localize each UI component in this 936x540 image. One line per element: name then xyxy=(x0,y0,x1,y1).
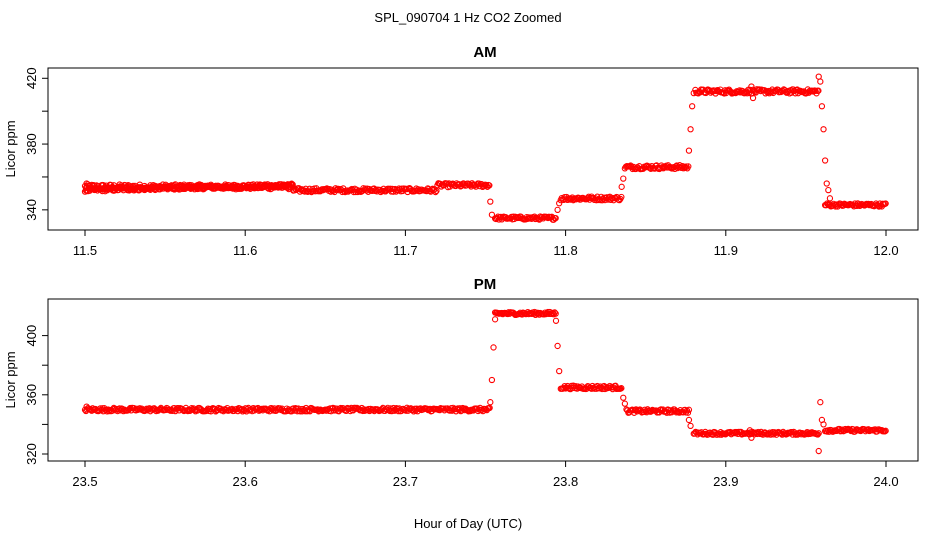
pm-data-point xyxy=(460,405,467,412)
am-panel-title: AM xyxy=(473,44,496,61)
figure-x-label: Hour of Day (UTC) xyxy=(414,516,522,531)
am-axis-ticks: 11.5 11.6 11.7 11.8 11.9 12.0 340 380 420 xyxy=(24,67,899,258)
pm-y-tick-label: 320 xyxy=(24,443,39,465)
pm-data-point xyxy=(817,399,824,406)
am-x-tick-label: 12.0 xyxy=(873,243,898,258)
pm-data-point xyxy=(684,409,692,416)
am-data-points xyxy=(81,73,889,223)
pm-data-point xyxy=(882,427,889,434)
pm-x-tick-label: 23.7 xyxy=(393,474,418,489)
am-data-point xyxy=(616,196,623,204)
am-data-point xyxy=(826,195,834,202)
pm-data-point xyxy=(488,376,496,384)
pm-data-point xyxy=(551,309,558,316)
am-x-tick-label: 11.9 xyxy=(714,243,738,258)
am-data-point xyxy=(433,187,440,195)
pm-data-point xyxy=(687,422,694,430)
pm-data-point xyxy=(618,385,625,392)
am-data-point xyxy=(748,83,755,90)
pm-x-tick-label: 23.6 xyxy=(233,474,258,489)
am-data-point xyxy=(820,126,827,133)
pm-data-point xyxy=(685,406,693,413)
pm-data-point xyxy=(491,316,499,323)
am-x-tick-label: 11.6 xyxy=(233,243,257,258)
pm-data-point xyxy=(820,421,827,428)
pm-panel-title: PM xyxy=(474,276,497,293)
pm-x-tick-label: 23.9 xyxy=(713,474,738,489)
pm-data-point xyxy=(685,416,693,424)
am-data-point xyxy=(815,87,822,94)
am-data-point xyxy=(618,193,625,201)
pm-y-axis-label: Licor ppm xyxy=(3,351,18,408)
am-y-tick-label: 380 xyxy=(24,133,39,155)
am-data-point xyxy=(432,188,439,196)
pm-panel: PM Licor ppm 23.5 23.6 23.7 23.8 23.9 24.0 320… xyxy=(3,276,919,489)
figure-title: SPL_090704 1 Hz CO2 Zoomed xyxy=(374,10,561,25)
am-x-tick-label: 11.5 xyxy=(73,243,97,258)
am-data-point xyxy=(818,103,826,110)
am-data-point xyxy=(488,211,496,218)
am-data-point xyxy=(552,214,559,222)
pm-data-point xyxy=(621,400,629,407)
am-data-point xyxy=(882,200,889,207)
am-y-tick-label: 420 xyxy=(24,67,39,89)
am-data-point xyxy=(687,126,694,133)
pm-data-point xyxy=(390,404,397,412)
pm-data-point xyxy=(746,427,753,434)
am-panel: AM Licor ppm 11.5 11.6 11.7 11.8 11.9 12.0 340… xyxy=(3,44,919,258)
pm-y-tick-label: 360 xyxy=(24,384,39,406)
am-data-point xyxy=(821,157,829,164)
am-data-point xyxy=(685,147,693,154)
am-data-point xyxy=(620,175,627,182)
am-x-tick-label: 11.8 xyxy=(553,243,577,258)
pm-data-point xyxy=(552,310,559,317)
am-plot-frame xyxy=(47,67,919,231)
am-x-tick-label: 11.7 xyxy=(393,243,417,258)
am-y-tick-label: 340 xyxy=(24,199,39,221)
am-data-point xyxy=(83,180,90,187)
am-data-point xyxy=(486,182,493,189)
pm-data-point xyxy=(83,403,90,410)
am-data-point xyxy=(286,182,293,189)
pm-data-point xyxy=(351,404,359,412)
am-data-point xyxy=(554,206,561,213)
pm-x-tick-label: 24.0 xyxy=(873,474,898,489)
pm-data-point xyxy=(552,317,560,324)
pm-data-point xyxy=(620,394,627,401)
pm-data-point xyxy=(748,434,755,441)
am-data-point xyxy=(689,103,696,110)
pm-data-point xyxy=(815,447,822,455)
am-data-point xyxy=(685,163,692,170)
pm-x-tick-label: 23.5 xyxy=(72,474,97,489)
pm-data-point xyxy=(815,430,822,437)
am-data-point xyxy=(823,180,830,187)
am-data-point xyxy=(817,78,824,85)
am-data-point xyxy=(487,198,494,205)
am-data-point xyxy=(556,200,563,207)
pm-data-point xyxy=(814,431,821,438)
pm-plot-frame xyxy=(47,298,919,462)
pm-data-points xyxy=(81,308,889,455)
am-data-point xyxy=(794,86,801,93)
am-y-axis-label: Licor ppm xyxy=(3,120,18,177)
am-data-point xyxy=(430,186,437,194)
am-data-point xyxy=(618,183,625,190)
am-data-point xyxy=(749,94,757,102)
am-data-point xyxy=(690,89,697,97)
pm-data-point xyxy=(490,344,497,351)
pm-data-point xyxy=(554,342,561,350)
pm-x-tick-label: 23.8 xyxy=(553,474,578,489)
pm-data-point xyxy=(487,399,494,406)
pm-y-tick-label: 400 xyxy=(24,325,39,347)
pm-axis-ticks: 23.5 23.6 23.7 23.8 23.9 24.0 320 360 400 xyxy=(24,325,899,489)
pm-data-point xyxy=(556,367,563,375)
am-data-point xyxy=(825,186,832,194)
pm-data-point xyxy=(755,428,762,436)
